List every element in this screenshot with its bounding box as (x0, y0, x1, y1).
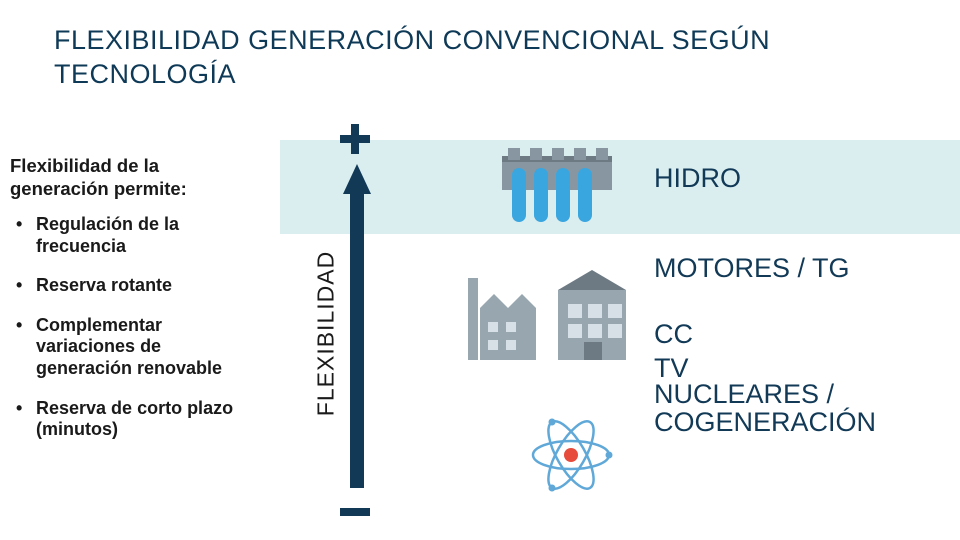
hydro-dam-icon (502, 148, 612, 226)
list-item: Complementar variaciones de generación r… (10, 315, 260, 380)
plus-icon (340, 124, 370, 154)
minus-icon (340, 508, 370, 516)
bullet-list: Regulación de la frecuencia Reserva rota… (10, 214, 260, 459)
tech-label: HIDRO (654, 164, 741, 192)
list-item: Reserva rotante (10, 275, 260, 297)
intro-text: Flexibilidad de la generación permite: (10, 154, 260, 200)
factory-icon (468, 268, 638, 368)
atom-icon (526, 410, 616, 500)
flexibility-scale: FLEXIBILIDAD (316, 124, 386, 516)
page-title: FLEXIBILIDAD GENERACIÓN CONVENCIONAL SEG… (54, 24, 814, 92)
list-item: Regulación de la frecuencia (10, 214, 260, 257)
arrow-stem (350, 192, 364, 488)
list-item: Reserva de corto plazo (minutos) (10, 398, 260, 441)
tech-label: NUCLEARES / COGENERACIÓN (654, 380, 944, 437)
arrow-up-icon (343, 164, 371, 194)
tech-label: MOTORES / TG (654, 254, 850, 282)
tech-label: CC (654, 320, 693, 348)
scale-axis-label: FLEXIBILIDAD (313, 224, 340, 444)
